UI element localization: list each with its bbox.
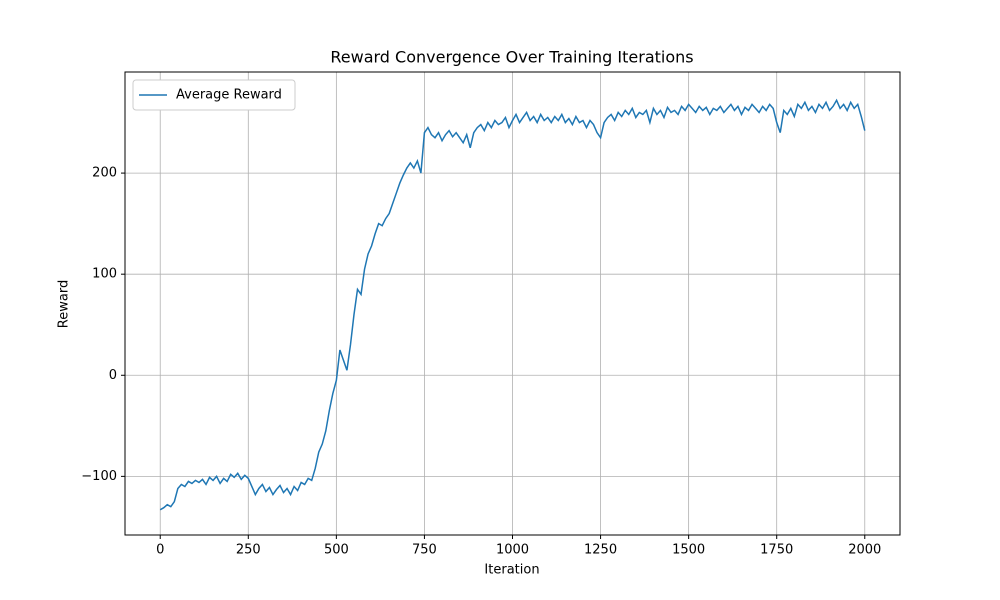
y-tick-label: 100 [92,267,117,282]
x-tick-label: 1500 [672,543,705,558]
plot-frame [124,71,901,536]
y-tick-label: 200 [92,166,117,181]
x-tick-label: 750 [412,543,437,558]
legend-box [132,79,296,111]
y-tick-label: −100 [81,469,117,484]
x-tick-label: 1750 [760,543,793,558]
y-tick-label: 0 [109,368,117,383]
x-tick-label: 1000 [496,543,529,558]
chart-title: Reward Convergence Over Training Iterati… [330,48,693,67]
y-axis-label: Reward [57,280,72,328]
x-tick-label: 250 [236,543,261,558]
x-tick-label: 1250 [584,543,617,558]
data-line [159,98,866,511]
x-tick-label: 500 [324,543,349,558]
x-tick-label: 2000 [848,543,881,558]
x-axis-label: Iteration [484,563,539,578]
x-tick-label: 0 [156,543,164,558]
legend-label: Average Reward [176,88,282,103]
